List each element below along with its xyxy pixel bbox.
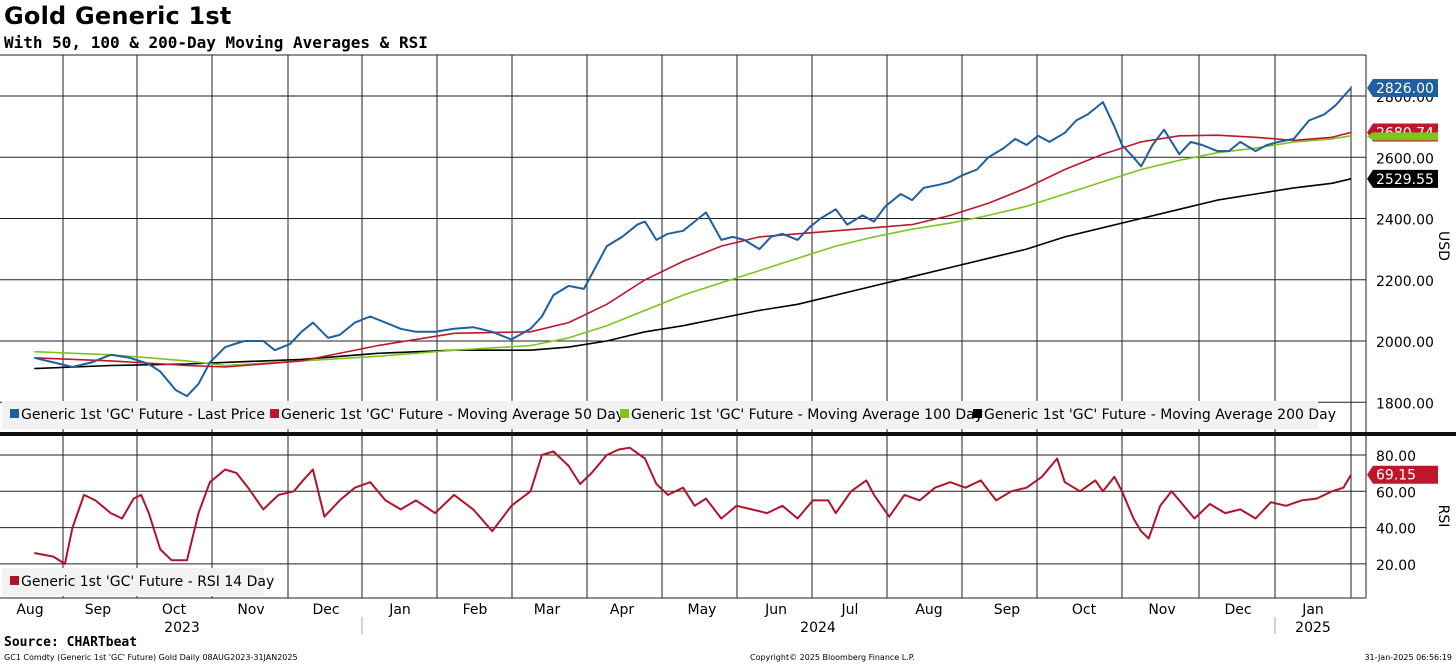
- rsi-legend-bg: [2, 568, 264, 596]
- footer-timestamp: 31-Jan-2025 06:56:19: [1364, 653, 1452, 662]
- price-series-line-2: [34, 135, 1352, 367]
- legend-label-1: Generic 1st 'GC' Future - Moving Average…: [281, 407, 624, 423]
- price-tick-label: 2000.00: [1376, 335, 1434, 351]
- price-tick-label: 2200.00: [1376, 274, 1434, 290]
- price-tick-label: 1800.00: [1376, 396, 1434, 412]
- rsi-tick-label: 40.00: [1376, 522, 1416, 538]
- price-series-line-3: [34, 178, 1352, 370]
- year-label: 2023: [164, 620, 200, 636]
- source-note: Source: CHARTbeat: [4, 635, 138, 650]
- chart-title: Gold Generic 1st: [4, 2, 232, 30]
- legend-swatch-0: [10, 409, 19, 418]
- month-label: Aug: [16, 602, 43, 618]
- rsi-axis-title: RSI: [1435, 505, 1451, 528]
- month-label: May: [688, 602, 717, 618]
- rsi-series-line: [34, 446, 1352, 565]
- month-label: Jun: [764, 602, 787, 618]
- month-label: Dec: [312, 602, 339, 618]
- month-label: Jan: [1301, 602, 1324, 618]
- series-layer: [34, 87, 1352, 565]
- rsi-tick-label: 60.00: [1376, 485, 1416, 501]
- month-label: Aug: [915, 602, 942, 618]
- legend-label-2: Generic 1st 'GC' Future - Moving Average…: [631, 407, 983, 423]
- legend-swatch-3: [973, 409, 982, 418]
- price-series-line-1: [34, 131, 1352, 368]
- year-label: 2024: [800, 620, 836, 636]
- price-series-line-0: [34, 87, 1352, 398]
- month-label: Mar: [534, 602, 561, 618]
- rsi-tick-label: 20.00: [1376, 558, 1416, 574]
- rsi-legend-label: Generic 1st 'GC' Future - RSI 14 Day: [21, 574, 274, 590]
- ma200-tag-text: 2529.55: [1376, 172, 1434, 188]
- last-price-tag: 2826.00: [1367, 79, 1438, 98]
- price-tick-label: 2600.00: [1376, 151, 1434, 167]
- month-label: Sep: [994, 602, 1021, 618]
- month-label: Apr: [610, 602, 634, 618]
- rsi-tag-bg: [1367, 465, 1438, 484]
- month-label: Feb: [463, 602, 488, 618]
- last-price-tag-text: 2826.00: [1376, 81, 1434, 97]
- month-label: Dec: [1224, 602, 1251, 618]
- rsi-tag-text: 69.15: [1376, 468, 1416, 484]
- month-label: Nov: [237, 602, 264, 618]
- price-legend-bg: [2, 401, 1318, 429]
- ma100-tag: [1367, 132, 1438, 141]
- last-price-tag-bg: [1367, 79, 1438, 98]
- month-label: Jul: [841, 602, 859, 618]
- ma200-tag: 2529.55: [1367, 169, 1438, 188]
- footer-copyright: Copyright© 2025 Bloomberg Finance L.P.: [750, 653, 915, 662]
- month-label: Nov: [1148, 602, 1175, 618]
- price-axis-title: USD: [1435, 231, 1451, 261]
- year-label: 2025: [1295, 620, 1331, 636]
- panel-separator: [0, 432, 1456, 436]
- legend-swatch-2: [620, 409, 629, 418]
- footer-ticker-info: GC1 Comdty (Generic 1st 'GC' Future) Gol…: [4, 653, 298, 662]
- legend-label-0: Generic 1st 'GC' Future - Last Price: [21, 407, 265, 423]
- rsi-tick-label: 80.00: [1376, 449, 1416, 465]
- month-label: Oct: [1072, 602, 1097, 618]
- ma200-tag-bg: [1367, 169, 1438, 188]
- label-layer: 1800.002000.002200.002400.002600.002800.…: [2, 79, 1451, 636]
- rsi-tag: 69.15: [1367, 465, 1438, 484]
- month-label: Jan: [388, 602, 411, 618]
- month-label: Sep: [85, 602, 112, 618]
- month-label: Oct: [162, 602, 187, 618]
- price-tick-label: 2400.00: [1376, 213, 1434, 229]
- chart-subtitle: With 50, 100 & 200-Day Moving Averages &…: [4, 33, 428, 52]
- rsi-legend-swatch: [10, 576, 19, 585]
- legend-swatch-1: [270, 409, 279, 418]
- legend-label-3: Generic 1st 'GC' Future - Moving Average…: [984, 407, 1336, 423]
